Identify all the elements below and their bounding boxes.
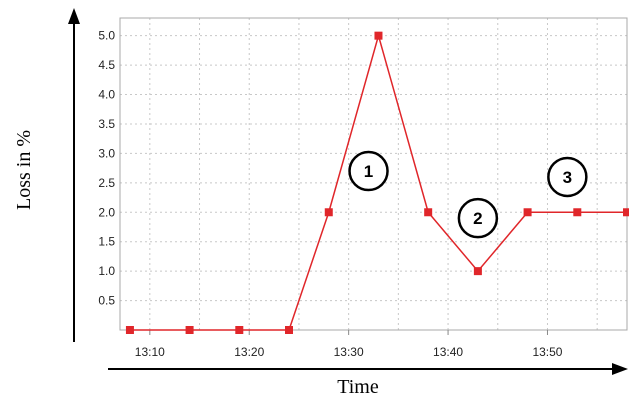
y-tick-labels: 0.5 1.0 1.5 2.0 2.5 3.0 3.5 4.0 4.5 5.0 (98, 29, 115, 308)
y-axis-title: Loss in % (13, 130, 35, 210)
data-point (424, 208, 433, 217)
x-tick-label: 13:40 (433, 345, 463, 359)
data-point (473, 267, 482, 276)
x-axis-title: Time (337, 376, 379, 398)
callout-circle (457, 197, 499, 239)
data-point (623, 208, 629, 217)
data-point (523, 208, 532, 217)
callout-label: 1 (364, 162, 373, 181)
x-tick-label: 13:50 (532, 345, 562, 359)
y-tick-label: 0.5 (98, 294, 115, 308)
y-tick-label: 2.5 (98, 176, 115, 190)
plot-border (119, 17, 628, 331)
data-point (374, 31, 383, 40)
data-point (185, 326, 194, 334)
x-axis-arrowhead (612, 363, 628, 375)
callout-circle (348, 150, 389, 192)
y-tick-label: 5.0 (98, 29, 115, 43)
annotations: 1 2 3 (348, 150, 588, 239)
x-tick-label: 13:10 (135, 345, 165, 359)
data-point (324, 208, 333, 217)
y-tick-label: 1.5 (98, 235, 115, 249)
callout-label: 3 (563, 168, 572, 187)
callout-circle (547, 156, 588, 198)
data-point (573, 208, 582, 217)
y-tick-label: 3.5 (98, 117, 115, 131)
data-point (285, 326, 293, 334)
y-tick-label: 4.0 (98, 88, 115, 102)
x-tick-labels: 13:10 13:20 13:30 13:40 13:50 (135, 330, 563, 359)
data-point (235, 326, 244, 334)
series-loss (125, 31, 629, 334)
data-point (125, 326, 134, 334)
y-tick-label: 4.5 (98, 58, 115, 72)
callout-label: 2 (473, 209, 482, 228)
y-tick-label: 3.0 (98, 146, 115, 160)
y-tick-label: 1.0 (98, 264, 115, 278)
y-tick-label: 2.0 (98, 205, 115, 219)
x-tick-label: 13:30 (334, 345, 364, 359)
plot-frame (119, 17, 628, 331)
axis-arrows (68, 8, 628, 375)
y-axis-arrowhead (68, 8, 80, 24)
x-tick-label: 13:20 (234, 345, 264, 359)
